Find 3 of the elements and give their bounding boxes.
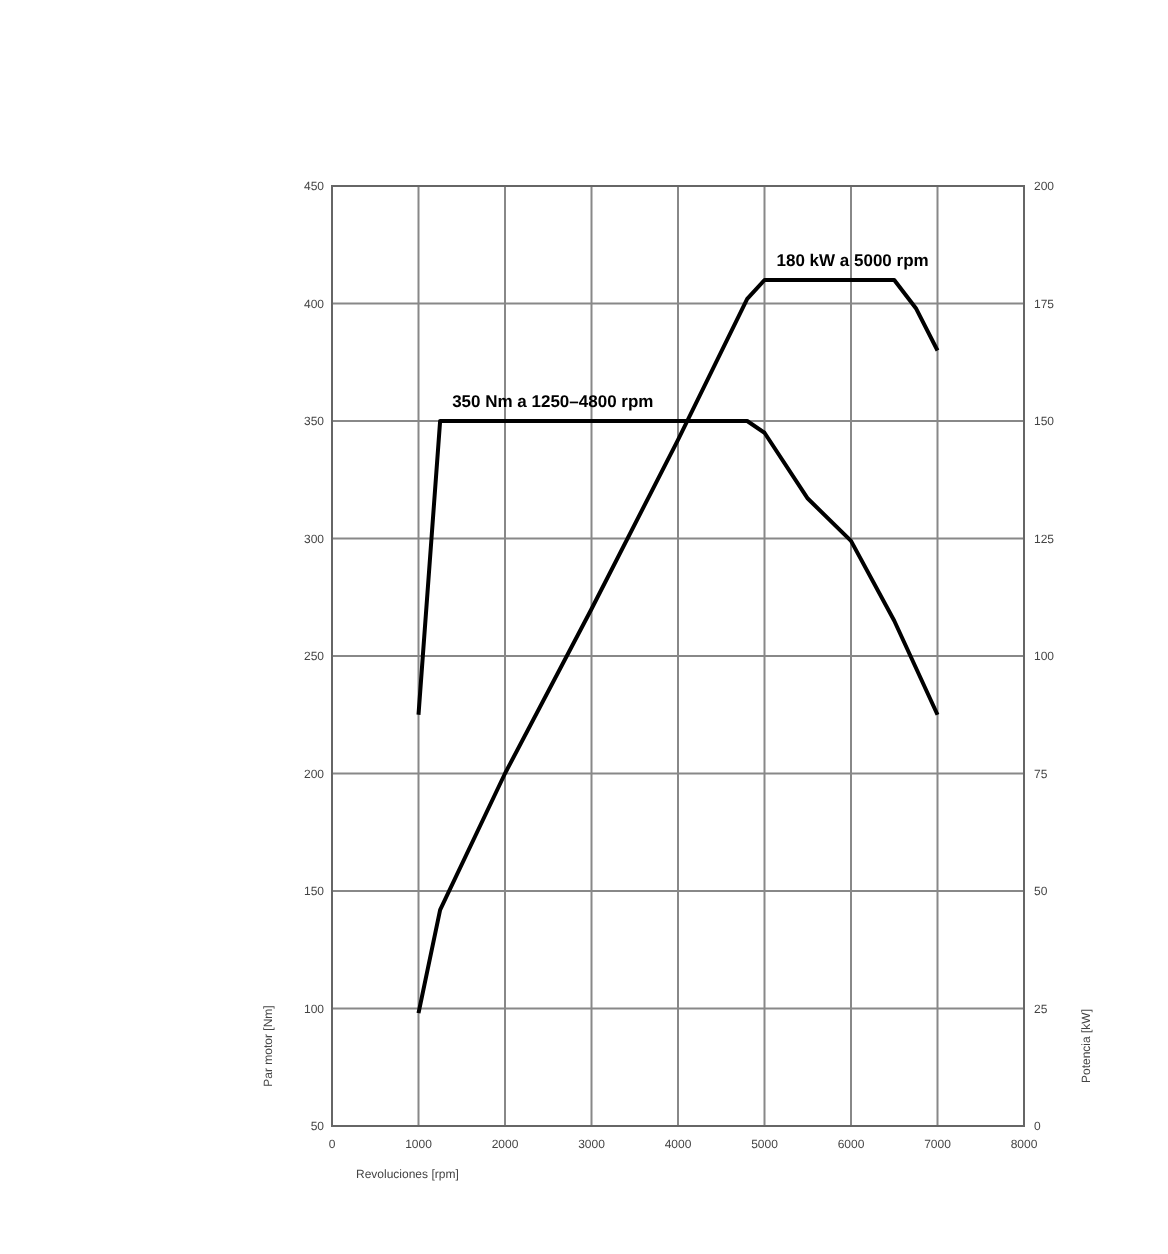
annotation: 350 Nm a 1250–4800 rpm xyxy=(452,391,655,411)
annotation: 180 kW a 5000 rpm xyxy=(776,250,930,270)
line-series xyxy=(416,278,940,1016)
